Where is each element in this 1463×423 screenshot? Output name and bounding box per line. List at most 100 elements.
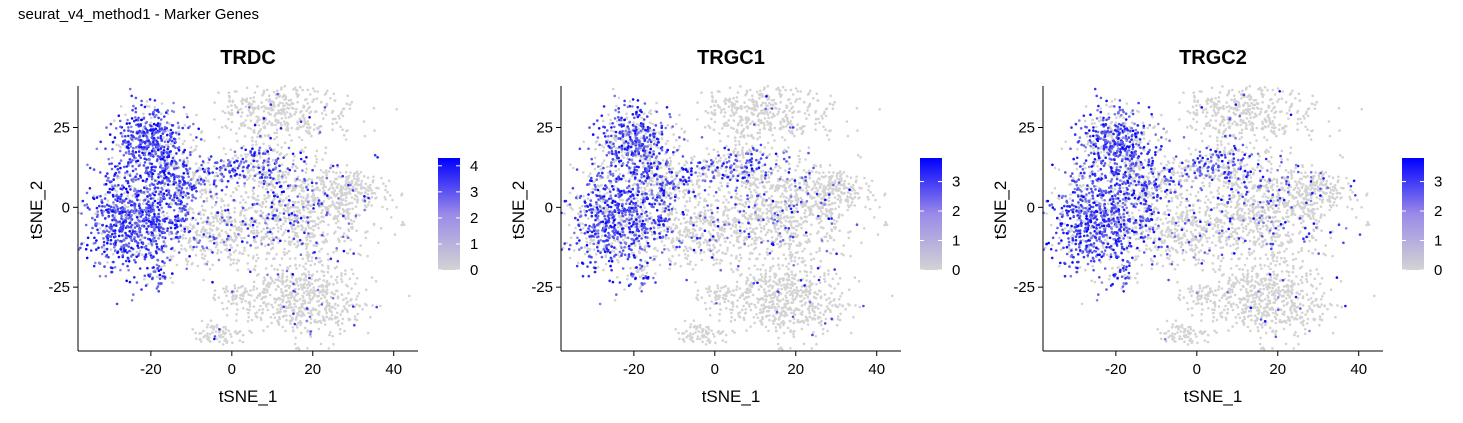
cell-point (195, 190, 198, 193)
cell-point (311, 184, 314, 188)
cell-point (238, 220, 242, 224)
cell-point (95, 239, 98, 242)
cell-point (395, 108, 399, 111)
cell-point (225, 247, 229, 251)
cell-point (342, 214, 345, 218)
cell-point (156, 148, 160, 152)
cell-point (306, 102, 310, 105)
cell-point (649, 143, 653, 146)
cell-point (245, 208, 248, 211)
cell-point (169, 150, 172, 153)
cell-point (160, 127, 164, 130)
cell-point (330, 313, 334, 317)
cell-point (132, 135, 135, 139)
cell-point (357, 172, 360, 176)
cell-point (292, 200, 295, 204)
cell-point (170, 247, 173, 251)
cell-point (211, 197, 214, 200)
cell-point (311, 168, 314, 172)
cell-point (203, 183, 206, 186)
cell-point (271, 217, 275, 220)
cell-point (242, 165, 245, 169)
cell-point (335, 281, 339, 285)
cell-point (145, 166, 148, 170)
cell-point (346, 251, 349, 255)
cell-point (309, 227, 313, 230)
cell-point (136, 198, 139, 202)
cell-point (280, 203, 284, 207)
cell-point (206, 323, 210, 326)
cell-point (306, 221, 310, 224)
cell-point (315, 160, 318, 164)
cell-point (99, 171, 102, 174)
cell-point (304, 267, 307, 271)
cell-point (593, 156, 597, 160)
cell-point (177, 145, 181, 149)
cell-point (368, 183, 372, 187)
cell-point (271, 199, 275, 202)
cell-point (165, 211, 169, 215)
cell-point (261, 173, 264, 176)
cell-point (256, 135, 259, 139)
cell-point (214, 215, 218, 219)
cell-point (273, 219, 277, 222)
cell-point (330, 191, 334, 194)
cell-point (103, 230, 106, 234)
cell-point (252, 192, 255, 195)
cell-point (111, 188, 114, 191)
cell-point (243, 184, 246, 188)
cell-point (195, 233, 199, 237)
cell-point (309, 317, 313, 321)
cell-point (348, 190, 351, 193)
cell-point (629, 197, 633, 201)
cell-point (120, 188, 124, 191)
cell-point (206, 260, 209, 264)
cell-point (102, 243, 106, 247)
cell-point (244, 155, 248, 159)
cell-point (171, 139, 174, 143)
cell-point (133, 211, 136, 215)
cell-point (104, 217, 107, 220)
cell-point (151, 153, 154, 157)
cell-point (186, 172, 190, 175)
cell-point (281, 269, 285, 272)
cell-point (325, 213, 328, 217)
cell-point (172, 237, 176, 240)
cell-point (373, 153, 377, 157)
cell-point (156, 140, 159, 144)
cell-point (370, 276, 374, 279)
cell-point (254, 246, 258, 250)
cell-point (298, 264, 302, 267)
cell-point (309, 232, 313, 235)
cell-point (85, 191, 89, 195)
cell-point (303, 160, 306, 163)
cell-point (171, 255, 175, 258)
cell-point (364, 182, 368, 186)
cell-point (185, 187, 189, 190)
cell-point (271, 236, 274, 239)
cell-point (175, 203, 179, 206)
cell-point (160, 199, 164, 203)
cell-point (339, 226, 342, 230)
cell-point (152, 240, 155, 243)
cell-point (148, 204, 151, 207)
cell-point (270, 201, 274, 204)
cell-point (240, 300, 244, 304)
cell-point (251, 143, 254, 147)
cell-point (213, 298, 217, 302)
cell-point (366, 176, 370, 179)
cell-point (263, 276, 266, 280)
cell-point (306, 120, 310, 123)
cell-point (298, 277, 301, 280)
cell-point (125, 151, 128, 155)
cell-point (161, 132, 165, 135)
cell-point (286, 129, 290, 132)
cell-point (308, 297, 311, 300)
cell-point (119, 105, 123, 108)
cell-point (630, 175, 634, 178)
cell-point (160, 222, 163, 226)
cell-point (308, 315, 312, 319)
cell-point (342, 198, 345, 202)
cell-point (331, 128, 334, 131)
cell-point (105, 224, 108, 228)
